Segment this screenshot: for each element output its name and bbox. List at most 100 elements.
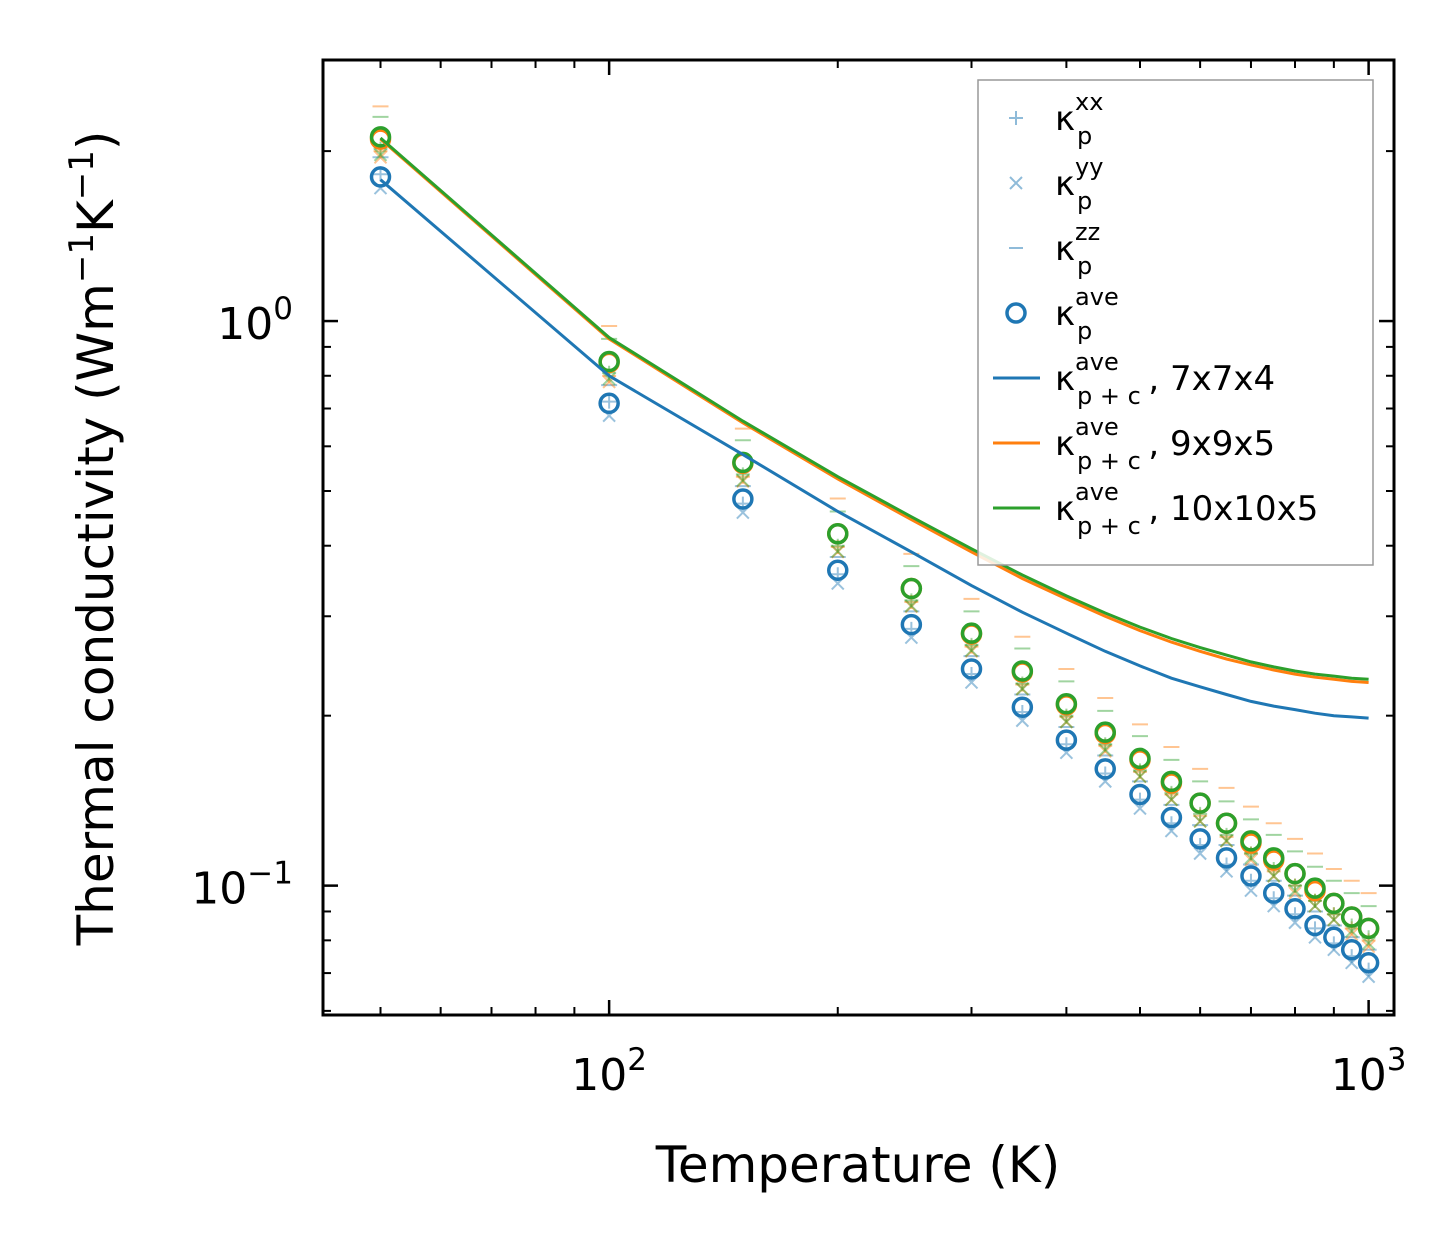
y-tick-label: 10−1: [191, 856, 293, 915]
legend-label: κyy p: [1055, 153, 1103, 215]
kave-point: [1189, 828, 1211, 850]
kyy-point: [1244, 851, 1258, 865]
kave-point: [960, 622, 983, 644]
kyy-point: [1059, 715, 1074, 729]
kave-point: [598, 350, 620, 373]
kyy-point: [1015, 682, 1030, 696]
kyy-point: [373, 148, 388, 162]
kyy-point: [1361, 939, 1376, 954]
legend-label-sub: p + c: [1077, 512, 1141, 540]
kave-point: [369, 126, 392, 148]
legend-label-sup: ave: [1075, 348, 1119, 376]
kave-point: [1011, 660, 1034, 682]
legend-label-sup: ave: [1075, 478, 1119, 506]
kave-point: [369, 166, 392, 188]
kyy-point: [1361, 936, 1376, 951]
kave-point: [1129, 783, 1151, 806]
legend-label-sub: p + c: [1077, 447, 1141, 475]
kave-point: [900, 613, 923, 636]
kyy-point: [1098, 743, 1112, 757]
x-tick-exp: 2: [627, 1042, 647, 1078]
legend-label-sub: p: [1077, 317, 1092, 345]
y-tick-exp: 0: [273, 291, 293, 327]
kyy-point: [1133, 769, 1147, 784]
legend-symbol-plus: [1009, 111, 1023, 125]
kave-point: [1160, 806, 1183, 829]
kave-point: [1340, 906, 1363, 928]
kyy-point: [1193, 814, 1207, 829]
kave-point: [1304, 914, 1326, 937]
kxx-point: [1326, 907, 1341, 922]
legend-label-suffix: , 10x10x5: [1148, 489, 1318, 529]
legend-label-base: κ: [1055, 359, 1075, 399]
legend-label-sub: p: [1077, 252, 1092, 280]
kyy-point: [1133, 769, 1147, 784]
kxx-point: [1344, 921, 1359, 936]
kyy-point: [1327, 913, 1341, 927]
legend-label-sup: ave: [1075, 413, 1119, 441]
line-series-9x9x5: [379, 137, 1369, 684]
kyy-point: [1344, 924, 1359, 939]
kave-point: [827, 523, 849, 545]
kyy-point: [1308, 899, 1322, 913]
legend-label-sup: zz: [1075, 218, 1100, 246]
kyy-point: [1015, 682, 1030, 696]
y-axis-label-close: ): [67, 131, 125, 151]
kave-point: [827, 559, 849, 581]
kyy-point: [831, 544, 845, 559]
kyy-point: [736, 473, 750, 488]
kave-series-7x7x4: [369, 166, 1380, 974]
kyy-point: [1219, 834, 1234, 848]
kxx-point: [1219, 827, 1234, 842]
x-axis-label: Temperature (K): [655, 1136, 1060, 1194]
legend-label-sub: p + c: [1077, 382, 1141, 410]
kyy-point: [1327, 913, 1341, 927]
x-tick-exp: 3: [1387, 1042, 1407, 1078]
kave-point: [900, 577, 923, 600]
legend-label-base: κ: [1055, 164, 1075, 204]
legend-frame: [977, 79, 1374, 566]
kave-point: [1323, 892, 1345, 915]
legend-label-base: κ: [1055, 99, 1075, 139]
x-tick-label: 102: [571, 1042, 647, 1101]
kave-point: [1262, 882, 1285, 904]
legend-label-suffix: , 9x9x5: [1148, 424, 1275, 464]
y-tick-base: 10: [217, 299, 273, 350]
line-series-7x7x4: [379, 178, 1369, 720]
kyy-point: [1267, 869, 1281, 883]
y-tick-base: 10: [191, 864, 247, 915]
kave-point: [1189, 792, 1211, 814]
legend-symbol-circle: [1005, 302, 1027, 324]
kave-point: [1357, 917, 1380, 940]
legend-symbol-x: [1009, 176, 1023, 190]
marker-series-10x10x5: [372, 115, 1377, 951]
kyy-point: [1288, 883, 1302, 898]
kave-point: [1160, 770, 1183, 793]
kave-point: [1240, 830, 1262, 852]
x-tick-base: 10: [1331, 1050, 1387, 1101]
legend-label: κzz p: [1055, 218, 1100, 280]
kyy-point: [1164, 792, 1179, 807]
plot-frame: [321, 58, 1396, 1017]
y-axis-label-exp2: −1: [62, 150, 102, 200]
kave-point: [1215, 812, 1238, 834]
kyy-point: [373, 150, 388, 165]
legend-label-sup: xx: [1075, 88, 1103, 116]
kyy-point: [736, 474, 750, 489]
legend-label-base: κ: [1055, 229, 1075, 269]
kave-point: [1340, 938, 1363, 961]
kxx-point: [602, 394, 617, 409]
y-axis-label-exp1: −1: [62, 233, 102, 283]
legend-label: κxx p: [1055, 88, 1103, 150]
legend-label-sup: yy: [1075, 153, 1103, 181]
kave-point: [1323, 926, 1345, 949]
kyy-point: [1219, 834, 1234, 848]
kyy-point: [904, 599, 919, 614]
kyy-point: [1059, 715, 1074, 729]
y-tick-label: 100: [217, 291, 293, 350]
kave-point: [1129, 747, 1151, 770]
legend-label: κave p + c, 9x9x5: [1055, 413, 1275, 475]
kyy-point: [1344, 927, 1359, 941]
